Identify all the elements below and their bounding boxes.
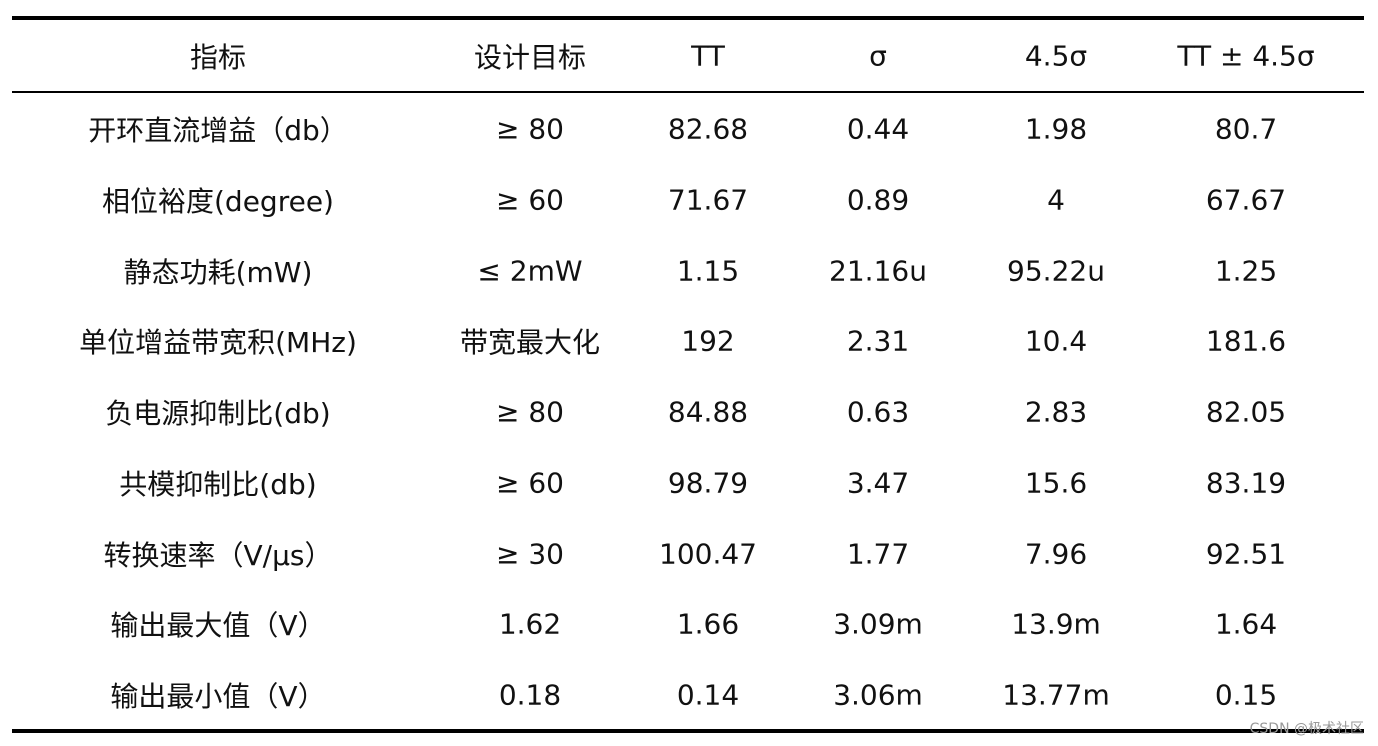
table-cell: ≥ 80 <box>496 112 564 146</box>
table-cell: 7.96 <box>1024 537 1088 570</box>
table-cell: 192 <box>681 324 735 358</box>
table-cell: 0.63 <box>846 395 910 429</box>
header-cell: 设计目标 <box>473 41 587 74</box>
header-cell: TT ± 4.5σ <box>1177 39 1315 73</box>
table-cell: 0.89 <box>846 183 910 217</box>
header-rule <box>12 91 1364 93</box>
table-cell: 0.14 <box>676 678 740 712</box>
table-cell: 13.9m <box>1011 607 1101 641</box>
row-label: 开环直流增益（db） <box>88 114 348 147</box>
table-cell: ≤ 2mW <box>477 254 583 287</box>
table-cell: 3.06m <box>833 678 923 712</box>
table-cell: 83.19 <box>1205 466 1287 500</box>
row-label: 相位裕度(degree) <box>102 184 334 218</box>
table-cell: 80.7 <box>1214 112 1278 146</box>
table-cell: ≥ 60 <box>496 466 564 500</box>
table-cell: 1.66 <box>676 607 740 641</box>
row-label: 负电源抑制比(db) <box>105 397 331 430</box>
table-cell: 3.09m <box>833 607 923 641</box>
table-cell: 3.47 <box>846 466 910 500</box>
table-cell: 84.88 <box>667 395 749 429</box>
table-cell: 100.47 <box>659 537 757 570</box>
table-cell: ≥ 60 <box>496 183 564 217</box>
bottom-rule <box>12 729 1364 733</box>
table-cell: 82.68 <box>667 112 749 146</box>
table-cell: 4 <box>1047 183 1065 217</box>
table-cell: 95.22u <box>1007 254 1105 287</box>
table-cell: 21.16u <box>829 254 927 287</box>
table-cell: 1.64 <box>1214 607 1278 641</box>
header-cell: 指标 <box>189 41 247 74</box>
table-cell: 92.51 <box>1205 537 1287 570</box>
table-cell: 181.6 <box>1205 324 1287 358</box>
table-cell: 带宽最大化 <box>459 326 601 360</box>
table-cell: 13.77m <box>1002 678 1110 712</box>
row-label: 共模抑制比(db) <box>119 467 317 501</box>
table-cell: 71.67 <box>667 183 749 217</box>
table-cell: 0.44 <box>846 112 910 146</box>
table-cell: 1.25 <box>1214 254 1278 287</box>
table-cell: 1.15 <box>676 254 740 287</box>
watermark: CSDN @极术社区 <box>1249 721 1364 737</box>
table-cell: 2.31 <box>846 324 910 358</box>
table-cell: 1.62 <box>498 607 562 641</box>
table-cell: ≥ 80 <box>496 395 564 429</box>
row-label: 静态功耗(mW) <box>123 255 313 289</box>
table-cell: ≥ 30 <box>496 537 564 570</box>
row-label: 输出最小值（V） <box>110 680 326 713</box>
header-cell: 4.5σ <box>1024 39 1088 73</box>
table-cell: 1.98 <box>1024 112 1088 146</box>
table-cell: 1.77 <box>846 537 910 570</box>
top-rule <box>12 16 1364 20</box>
header-cell: TT <box>691 39 725 73</box>
table-cell: 10.4 <box>1024 324 1088 358</box>
table-cell: 0.15 <box>1214 678 1278 712</box>
table-cell: 82.05 <box>1205 395 1287 429</box>
table-cell: 98.79 <box>667 466 749 500</box>
row-label: 输出最大值（V） <box>110 609 326 643</box>
table-cell: 0.18 <box>498 678 562 712</box>
row-label: 转换速率（V/μs） <box>103 538 333 572</box>
header-cell: σ <box>869 39 887 73</box>
row-label: 单位增益带宽积(MHz) <box>79 326 357 360</box>
table-cell: 67.67 <box>1205 183 1287 217</box>
table-cell: 15.6 <box>1024 466 1088 500</box>
table-cell: 2.83 <box>1024 395 1088 429</box>
